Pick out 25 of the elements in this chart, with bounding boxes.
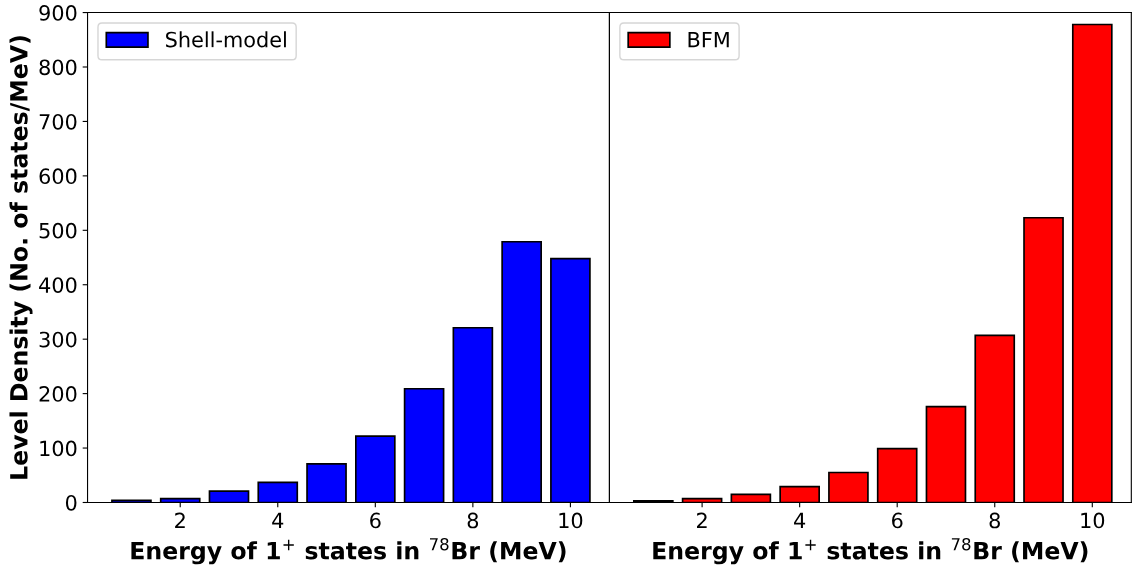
- y-tick-label: 200: [39, 386, 77, 402]
- x-tick-label: 4: [794, 512, 806, 529]
- y-tick-label: 100: [40, 440, 77, 457]
- y-axis-title: Level Density (No. of states/MeV): [9, 36, 33, 479]
- x-tick-label: 6: [370, 512, 381, 529]
- x-tick-label: 10: [559, 512, 583, 529]
- x-axis-title: Energy of 1$^{+}$ states in $^{78}$Br (MeV): [653, 537, 1088, 565]
- x-axis-title: Energy of 1$^{+}$ states in $^{78}$Br (MeV): [131, 537, 566, 565]
- y-tick-label: 600: [39, 168, 77, 185]
- x-tick-label: 10: [1081, 512, 1105, 529]
- y-tick-label: 500: [39, 222, 77, 239]
- x-tick-label: 2: [175, 512, 185, 529]
- y-tick-label: 800: [39, 59, 77, 76]
- x-tick-label: 6: [892, 512, 903, 529]
- x-tick-label: 8: [467, 512, 479, 529]
- y-tick-label: 300: [39, 331, 77, 348]
- legend-label: Shell-model: [166, 31, 286, 48]
- legend-label: BFM: [688, 31, 729, 48]
- y-tick-label: 700: [39, 113, 77, 130]
- y-tick-label: 0: [65, 494, 77, 511]
- y-tick-label: 900: [39, 5, 77, 21]
- x-tick-label: 8: [989, 512, 1000, 529]
- y-tick-label: 400: [39, 277, 77, 293]
- x-tick-label: 2: [697, 512, 707, 529]
- x-tick-label: 4: [272, 512, 284, 529]
